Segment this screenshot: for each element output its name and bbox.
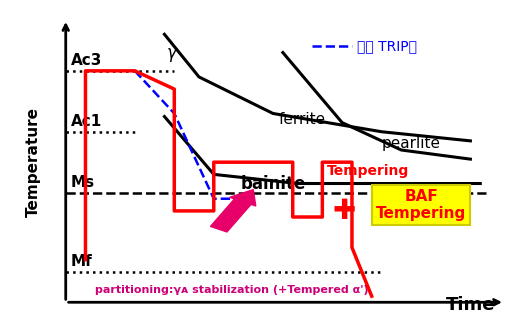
Text: Ac3: Ac3 <box>71 53 102 68</box>
Text: γ: γ <box>167 44 177 62</box>
Text: pearlite: pearlite <box>382 136 440 151</box>
Text: BAF
Tempering: BAF Tempering <box>376 189 466 221</box>
Text: Time: Time <box>446 297 495 314</box>
Text: Tempering: Tempering <box>327 164 410 178</box>
Text: Ms: Ms <box>71 174 95 190</box>
Text: Mf: Mf <box>71 254 92 269</box>
Text: Ac1: Ac1 <box>71 114 102 129</box>
Text: Temperature: Temperature <box>26 107 41 217</box>
Text: ✚: ✚ <box>333 197 356 225</box>
FancyArrow shape <box>211 190 256 232</box>
Text: bainite: bainite <box>240 174 306 193</box>
Text: partitioning:γᴀ stabilization (+Tempered α'): partitioning:γᴀ stabilization (+Tempered… <box>96 285 369 295</box>
Text: ferrite: ferrite <box>279 112 326 127</box>
Text: 기존 TRIP강: 기존 TRIP강 <box>357 39 417 54</box>
